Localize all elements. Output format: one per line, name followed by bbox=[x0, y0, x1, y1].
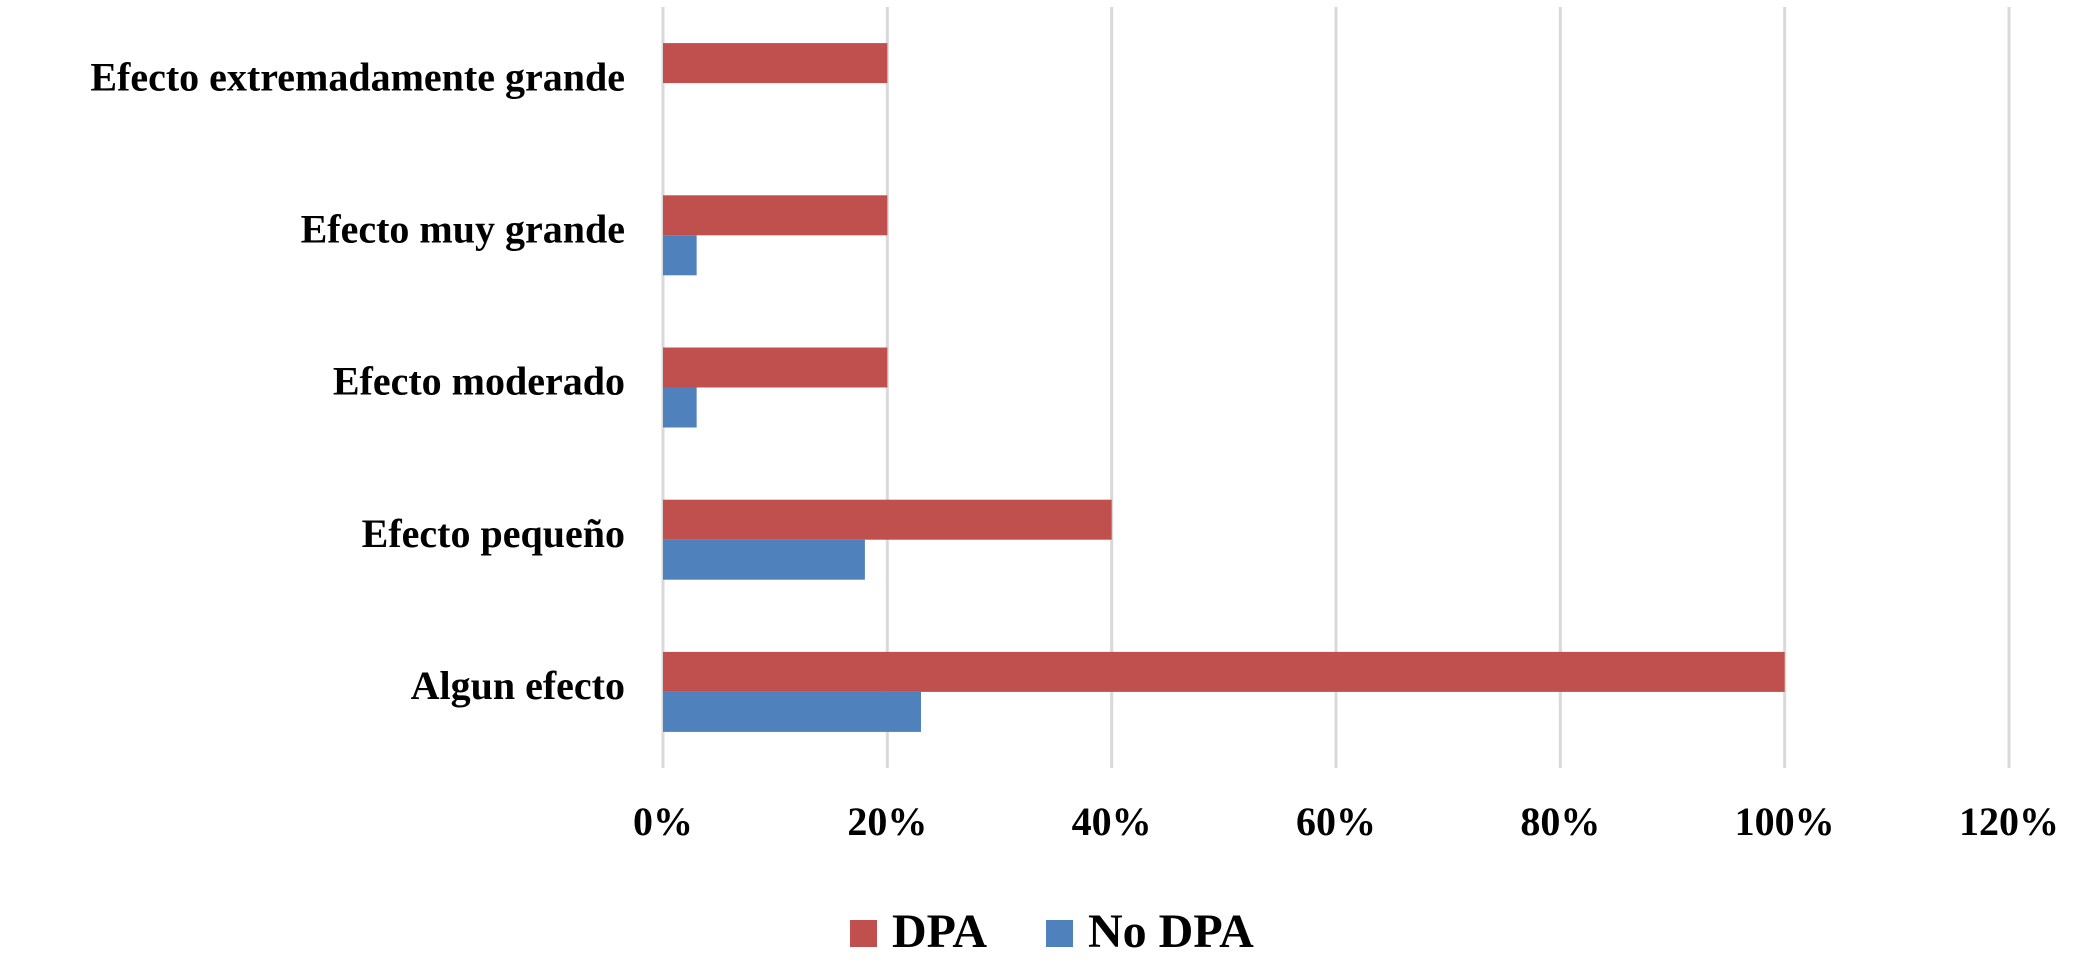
bar bbox=[663, 195, 888, 236]
y-tick-label: Efecto muy grande bbox=[301, 206, 625, 251]
bar bbox=[663, 691, 921, 732]
x-tick-label: 100% bbox=[1735, 799, 1835, 844]
legend-swatch bbox=[850, 920, 877, 947]
x-tick-label: 0% bbox=[633, 799, 693, 844]
legend-label: No DPA bbox=[1088, 905, 1254, 958]
legend-label: DPA bbox=[892, 905, 987, 958]
x-tick-label: 20% bbox=[847, 799, 927, 844]
y-tick-label: Efecto moderado bbox=[333, 359, 625, 404]
y-tick-label: Efecto pequeño bbox=[362, 511, 625, 556]
bar bbox=[663, 235, 697, 276]
bar bbox=[663, 387, 697, 428]
y-tick-label: Efecto extremadamente grande bbox=[90, 54, 625, 99]
x-tick-label: 40% bbox=[1072, 799, 1152, 844]
x-tick-label: 60% bbox=[1296, 799, 1376, 844]
bar bbox=[663, 499, 1112, 540]
bar bbox=[663, 347, 888, 388]
bar bbox=[663, 539, 865, 580]
bar bbox=[663, 43, 888, 84]
x-tick-label: 120% bbox=[1959, 799, 2059, 844]
y-tick-label: Algun efecto bbox=[411, 663, 625, 708]
x-tick-label: 80% bbox=[1520, 799, 1600, 844]
legend-swatch bbox=[1046, 920, 1073, 947]
bar bbox=[663, 651, 1785, 692]
